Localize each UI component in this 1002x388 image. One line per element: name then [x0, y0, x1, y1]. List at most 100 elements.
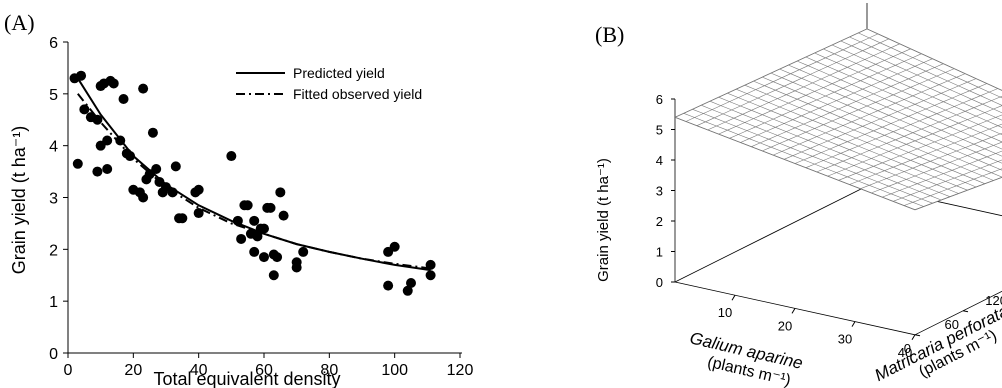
surface-grid-line — [788, 64, 1002, 157]
surface-grid-line — [770, 72, 1002, 171]
panel-b-y-tick-mark — [914, 334, 921, 337]
panel-b-z-tick-label: 3 — [656, 184, 663, 199]
panel-a-y-tick-label: 1 — [49, 294, 58, 311]
surface-grid-line — [882, 150, 1002, 198]
panel-b-y-axis — [914, 290, 1002, 336]
data-point — [102, 135, 113, 146]
panel-b-y-tick-mark — [962, 310, 969, 313]
panel-b-x-tick-label: 40 — [898, 345, 912, 360]
data-point — [151, 163, 162, 174]
fitted-observed-yield-line — [77, 93, 431, 270]
data-point — [193, 184, 204, 195]
data-point — [138, 83, 149, 94]
data-point — [268, 270, 279, 281]
panel-a-y-tick-label: 6 — [49, 35, 58, 52]
panel-b-x-tick-mark — [851, 321, 856, 327]
panel-a-x-tick-label: 20 — [124, 362, 142, 379]
panel-b-x-tick-mark — [791, 308, 796, 314]
data-point — [102, 163, 113, 174]
panel-b-x-tick-label: 10 — [718, 305, 732, 320]
data-point — [278, 210, 289, 221]
data-point — [138, 192, 149, 203]
data-point — [275, 187, 286, 198]
panel-a-y-tick-label: 3 — [49, 191, 58, 208]
panel-b-x-tick-label: 20 — [778, 318, 792, 333]
data-point — [252, 231, 263, 242]
panel-a-label: (A) — [4, 10, 35, 35]
panel-b-z-tick-label: 0 — [656, 275, 663, 290]
data-point — [249, 215, 260, 226]
predicted-yield-line — [76, 77, 431, 272]
panel-a-x-tick-label: 40 — [190, 362, 208, 379]
panel-b-z-tick-label: 4 — [656, 153, 663, 168]
surface-grid-line — [838, 114, 1002, 181]
panel-a-y-tick-label: 4 — [49, 139, 58, 156]
surface-grid-line — [797, 60, 1002, 150]
data-point — [118, 94, 129, 105]
data-point — [298, 246, 309, 257]
data-point — [389, 241, 400, 252]
legend-fitted-label: Fitted observed yield — [293, 86, 422, 102]
data-point — [242, 200, 253, 211]
surface-grid-line — [805, 88, 999, 168]
data-point — [383, 280, 394, 291]
panel-b-x-ticks: 10 20 30 40 — [718, 294, 916, 360]
surface-grid-line — [858, 32, 1002, 99]
panel-b-z-axis-title: Grain yield (t ha⁻¹) — [595, 158, 612, 282]
panel-b-z-tick-label: 5 — [656, 123, 663, 138]
surface-grid-line — [779, 68, 1002, 164]
panel-a-y-tick-label: 2 — [49, 242, 58, 259]
panel-a-y-tick-label: 0 — [49, 346, 58, 363]
panel-b-y-tick-label: 0 — [904, 341, 911, 356]
surface-grid-line — [893, 159, 1002, 202]
data-point — [170, 161, 181, 172]
surface-grid-line — [914, 176, 1002, 211]
data-point — [177, 213, 188, 224]
data-point — [79, 104, 90, 115]
panel-a-x-tick-label: 0 — [64, 362, 73, 379]
panel-a-x-tick-label: 80 — [320, 362, 338, 379]
panel-a-points — [69, 70, 436, 296]
data-point — [291, 262, 302, 273]
panel-a-x-tick-label: 60 — [255, 362, 273, 379]
panel-b-x-tick-mark — [911, 334, 916, 341]
surface-fill — [673, 28, 1002, 211]
surface-grid-line — [805, 56, 1002, 143]
data-point — [272, 252, 283, 263]
panel-b-y-tick-label: 120 — [985, 293, 1002, 308]
data-point — [265, 202, 276, 213]
panel-a-y-ticks: 0 1 2 3 4 5 6 — [49, 35, 68, 363]
data-point — [72, 158, 83, 169]
data-point — [92, 166, 103, 177]
surface-grid-line — [840, 40, 1002, 114]
surface-grid-line — [827, 105, 1002, 177]
data-point — [259, 252, 269, 263]
panel-b-y-ticks: 060120180240 — [904, 293, 1002, 356]
panel-b-z-tick-label: 2 — [656, 214, 663, 229]
surface-grid-line — [823, 48, 1002, 128]
panel-b-z-tick-label: 6 — [656, 92, 663, 107]
data-point — [259, 223, 269, 234]
data-point — [147, 127, 158, 138]
data-point — [425, 270, 436, 281]
panel-b-y-tick-label: 60 — [945, 317, 959, 332]
surface-grid-line — [860, 132, 1002, 189]
panel-b-z-ticks: 0 1 2 3 4 5 6 — [656, 92, 675, 290]
surface-grid-line — [866, 28, 1002, 91]
data-point — [402, 285, 413, 296]
panel-b-surface — [673, 28, 1002, 211]
surface-grid-line — [849, 123, 1002, 185]
surface-grid-line — [849, 36, 1002, 106]
surface-grid-line — [871, 141, 1002, 194]
surface-grid-line — [831, 44, 1002, 121]
legend-predicted-label: Predicted yield — [293, 65, 385, 81]
panel-a-x-tick-label: 100 — [381, 362, 408, 379]
panel-a: (A) 0 1 2 3 4 5 6 0 20 40 60 80 100 120 Total equiva… — [4, 10, 473, 388]
surface-grid-line — [814, 52, 1002, 136]
panel-a-y-axis-title: Grain yield (t ha⁻¹) — [9, 126, 29, 275]
panel-b-back-floor-edge — [674, 185, 868, 283]
data-point — [226, 151, 237, 162]
panel-a-x-axis-title: Total equivalent density — [153, 369, 340, 388]
